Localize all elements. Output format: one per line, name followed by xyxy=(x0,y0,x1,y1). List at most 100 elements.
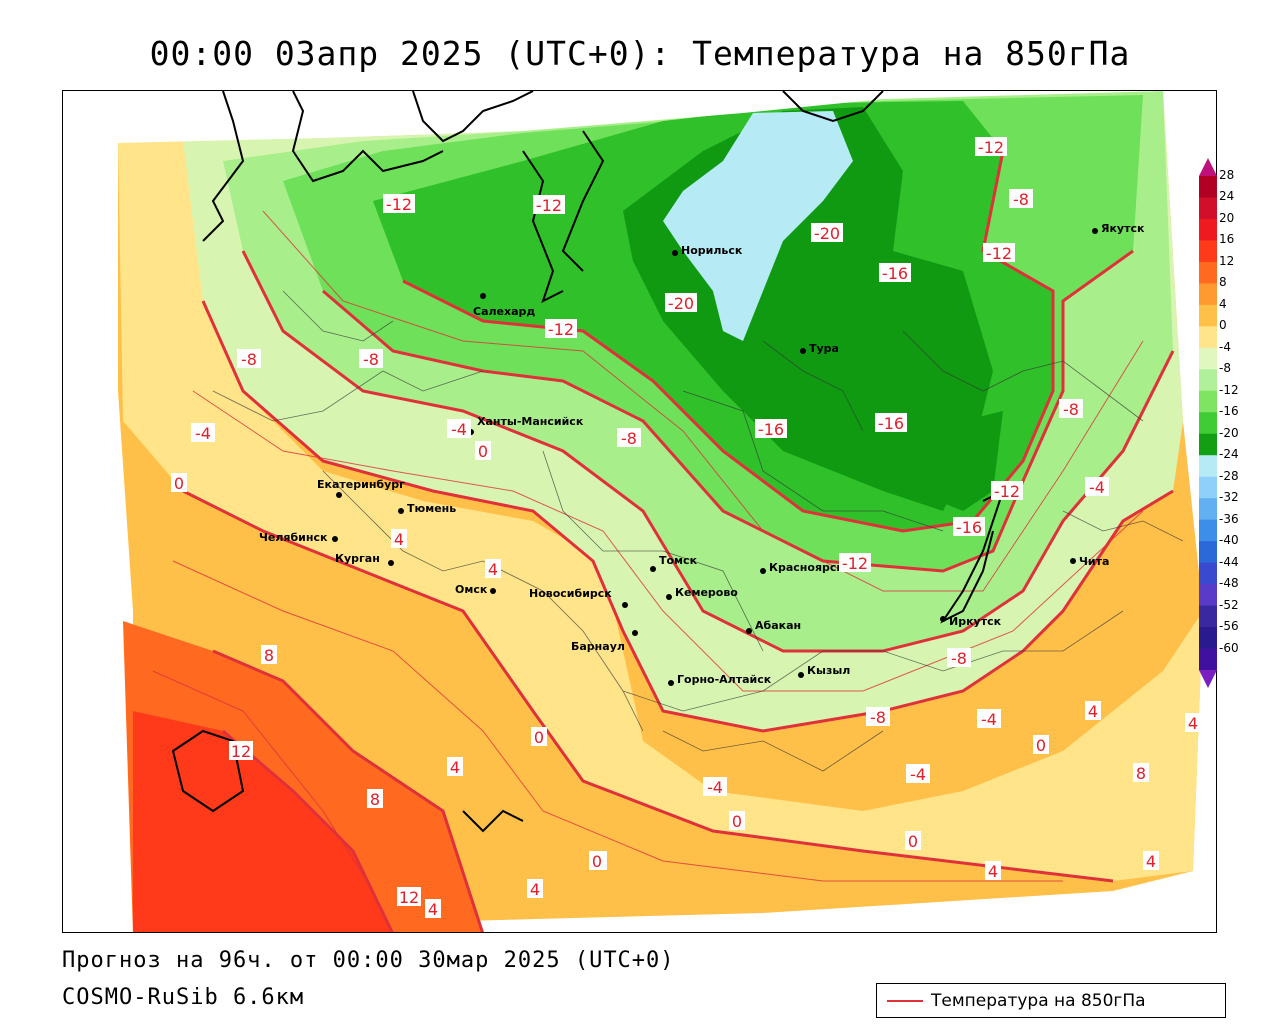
isotherm-label: 0 xyxy=(174,474,184,493)
isotherm-label: -12 xyxy=(978,138,1004,157)
colorbar-tick-label: 24 xyxy=(1219,189,1235,204)
isotherm-label: -8 xyxy=(1013,190,1029,209)
isotherm-label-bg xyxy=(425,899,441,918)
colorbar-tick-label: -4 xyxy=(1219,339,1231,354)
isotherm-label: 4 xyxy=(988,862,998,881)
isotherm-label-bg xyxy=(866,707,890,726)
colorbar-tick-label: -60 xyxy=(1219,640,1239,655)
isotherm-label: -8 xyxy=(870,708,886,727)
city-label-abakan: Абакан xyxy=(755,619,801,632)
isotherm-label: -8 xyxy=(1063,400,1079,419)
isotherm-label-bg xyxy=(261,645,277,664)
city-label-khanty-mansiysk: Ханты-Мансийск xyxy=(477,415,584,428)
colorbar-swatch xyxy=(1199,283,1217,306)
colorbar-swatch xyxy=(1199,261,1217,284)
colorbar-swatch xyxy=(1199,412,1217,435)
isotherm-label-bg xyxy=(485,559,501,578)
colorbar-swatch xyxy=(1199,197,1217,220)
isotherm-label-bg xyxy=(953,517,985,536)
isotherm-label-bg xyxy=(367,789,383,808)
warm-pale-field xyxy=(118,141,1203,881)
city-label-kemerovo: Кемерово xyxy=(675,586,738,599)
colorbar-tick-label: 28 xyxy=(1219,168,1235,182)
city-label-chita: Чита xyxy=(1079,555,1109,568)
frost-field xyxy=(663,111,853,341)
outside-domain-top xyxy=(63,91,1163,143)
colorbar-tick-label: -52 xyxy=(1219,597,1239,612)
isotherm-label-bg xyxy=(475,441,491,460)
isotherm-label-bg xyxy=(447,419,471,438)
city-label-gorno-altaysk: Горно-Алтайск xyxy=(677,673,772,686)
city-dot-chelyabinsk xyxy=(332,536,338,542)
colorbar-tick-label: -8 xyxy=(1219,361,1231,376)
isotherm-label-bg xyxy=(1085,477,1109,496)
colorbar xyxy=(1199,158,1217,688)
isotherm-label-bg xyxy=(617,428,641,447)
colorbar-tick-label: -20 xyxy=(1219,425,1239,440)
city-label-chelyabinsk: Челябинск xyxy=(259,531,328,544)
isotherm-label-bg xyxy=(811,223,843,242)
isotherm-label: 0 xyxy=(592,852,602,871)
city-dot-norilsk xyxy=(672,250,678,256)
colorbar-tick-label: 0 xyxy=(1219,318,1227,333)
isotherm-label-bg xyxy=(703,777,727,796)
colorbar-swatch xyxy=(1199,519,1217,542)
isotherm-label: 4 xyxy=(428,900,438,919)
isotherm-label-bg xyxy=(947,648,971,667)
isotherm-label: -12 xyxy=(986,244,1012,263)
isotherm-label-bg xyxy=(171,473,187,492)
colorbar-swatch xyxy=(1199,304,1217,327)
isotherm-label-bg xyxy=(983,243,1015,262)
isotherm-label: -12 xyxy=(386,195,412,214)
city-dot-kyzyl xyxy=(798,672,804,678)
isotherm-label: -4 xyxy=(451,420,467,439)
isotherm-label-bg xyxy=(879,263,911,282)
city-label-tomsk: Томск xyxy=(659,554,698,567)
legend-box: Температура на 850гПа xyxy=(876,983,1226,1018)
city-markers: Якутск Норильск Салехард Тура Ханты-Манс… xyxy=(259,222,1145,686)
isotherm-label: 4 xyxy=(488,560,498,579)
isotherm-label: 0 xyxy=(732,812,742,831)
isotherm-label: -16 xyxy=(758,420,784,439)
city-label-kurgan: Курган xyxy=(335,552,380,565)
colorbar-tick-label: -36 xyxy=(1219,511,1239,526)
city-dot-gorno-altaysk xyxy=(668,680,674,686)
city-dot-yakutsk xyxy=(1092,228,1098,234)
model-name: COSMO-RuSib 6.6км xyxy=(62,985,305,1010)
colorbar-tick-label: -44 xyxy=(1219,554,1239,569)
colorbar-swatch xyxy=(1199,347,1217,370)
isotherm-label-bg xyxy=(359,349,383,368)
colorbar-top-arrow xyxy=(1199,158,1217,176)
city-label-yekaterinburg: Екатеринбург xyxy=(317,478,405,491)
colorbar-tick-label: 4 xyxy=(1219,296,1227,311)
city-dot-tomsk xyxy=(650,566,656,572)
isotherm-label: -8 xyxy=(241,350,257,369)
isotherm-label-bg xyxy=(447,757,463,776)
isotherm-label: 4 xyxy=(1088,702,1098,721)
colorbar-bottom-arrow xyxy=(1199,670,1217,688)
isotherm-label: -12 xyxy=(536,196,562,215)
colorbar-swatch xyxy=(1199,176,1217,198)
city-dot-omsk xyxy=(490,588,496,594)
isotherm-label-bg xyxy=(545,319,577,338)
isotherm-label-bg xyxy=(191,423,215,442)
isotherm-label: -16 xyxy=(878,414,904,433)
city-dot-tura xyxy=(800,348,806,354)
isotherm-label: 0 xyxy=(534,728,544,747)
colorbar-swatch xyxy=(1199,240,1217,263)
isotherm-label-bg xyxy=(1059,399,1083,418)
colorbar-tick-label: -56 xyxy=(1219,619,1239,634)
isotherm-label: -16 xyxy=(956,518,982,537)
isotherm-label: 0 xyxy=(908,832,918,851)
isotherm-label-bg xyxy=(977,709,1001,728)
isotherm-label-bg xyxy=(383,194,415,213)
isotherm-label: -4 xyxy=(707,778,723,797)
region-borders xyxy=(212,290,1184,772)
isotherm-label-bg xyxy=(589,851,605,870)
colorbar-swatch xyxy=(1199,498,1217,521)
isotherm-label-bg xyxy=(1185,713,1201,732)
colorbar-swatch xyxy=(1199,562,1217,585)
isotherm-label-bg xyxy=(1085,701,1101,720)
colorbar-tick-label: -16 xyxy=(1219,404,1239,419)
isotherm-label: -8 xyxy=(363,350,379,369)
